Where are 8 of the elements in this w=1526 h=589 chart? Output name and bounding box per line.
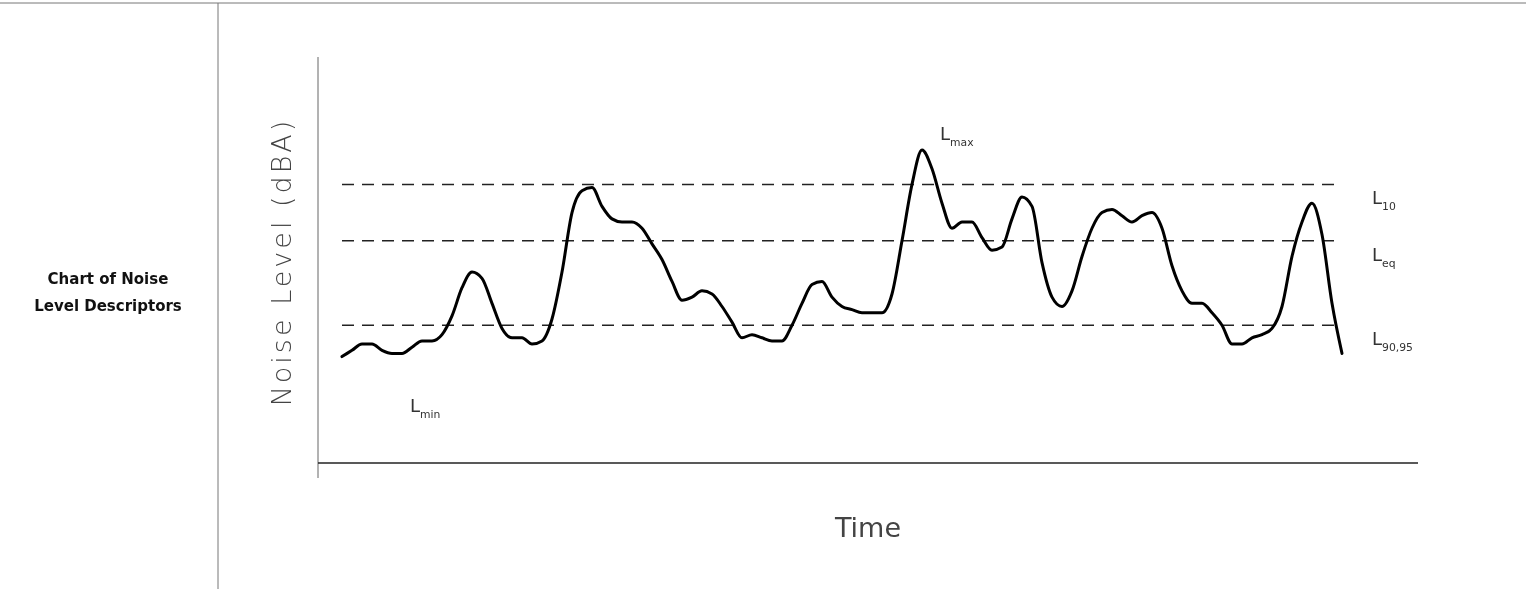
ref-line-label: L$_{10}$ (1372, 187, 1396, 214)
ref-line-label: L$_{90,95}$ (1372, 328, 1413, 355)
ref-line-label: L$_{eq}$ (1372, 243, 1396, 270)
text: L$_{max}$ (940, 123, 975, 150)
x-axis-title: Time (833, 512, 902, 543)
text: Chart of Noise Level Descriptors (34, 270, 182, 315)
annotation: L$_{min}$ (410, 395, 441, 422)
y-axis-title: Noise Level (dBA) (266, 117, 297, 407)
